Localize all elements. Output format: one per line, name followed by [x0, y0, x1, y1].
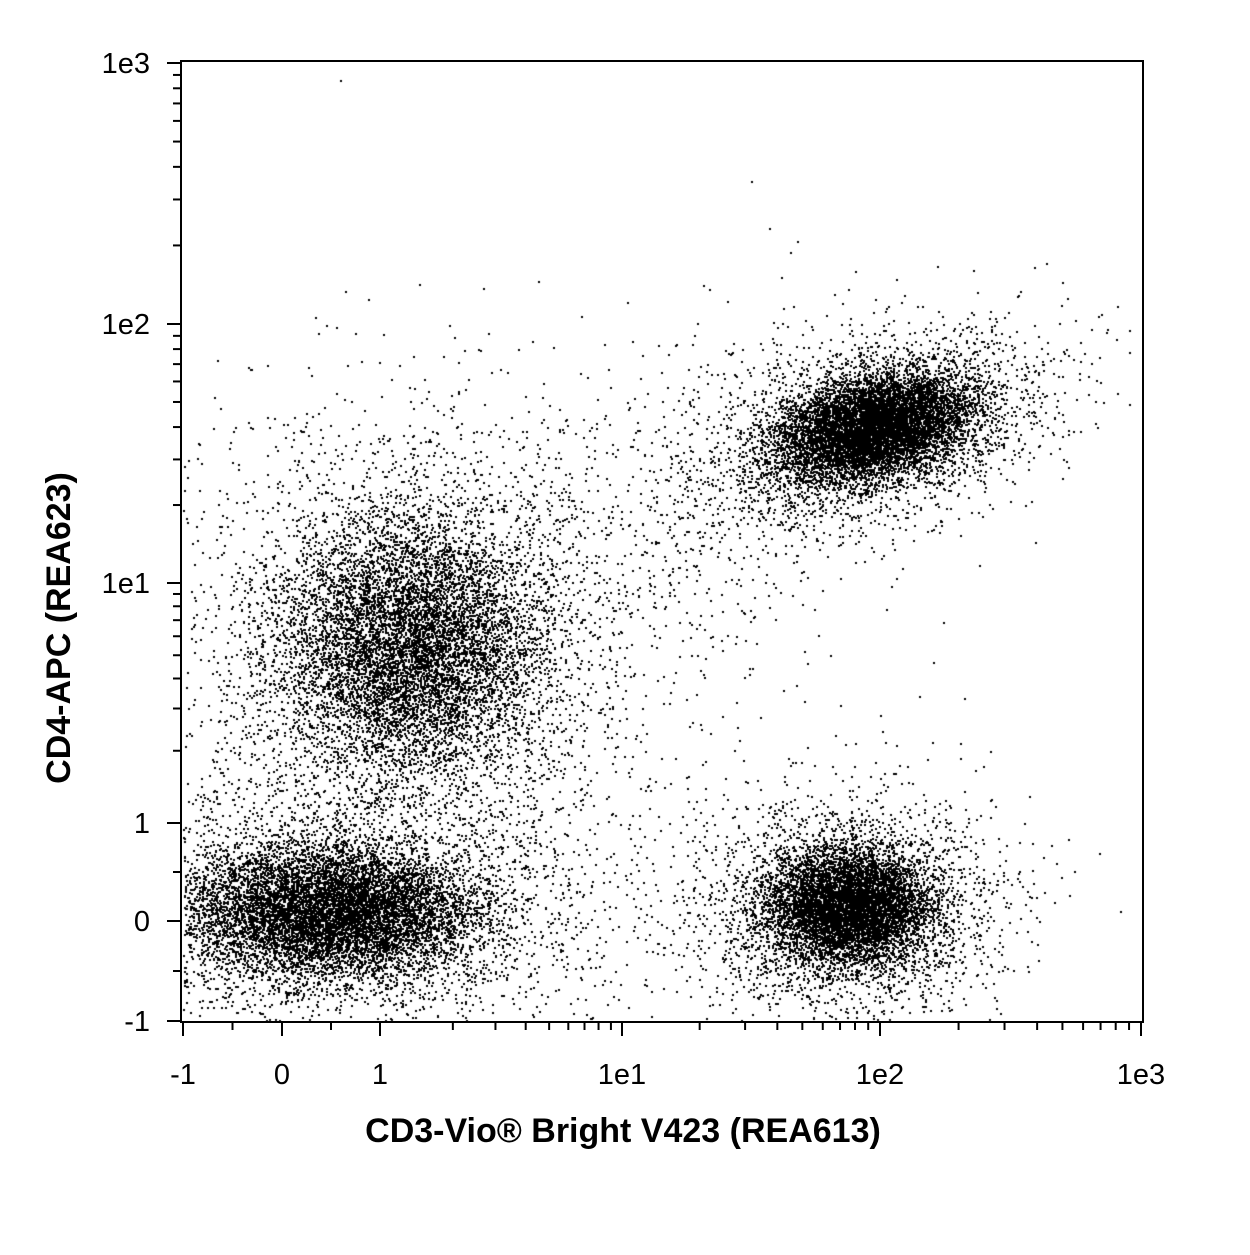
x-axis-title: CD3-Vio® Bright V423 (REA613)	[365, 1112, 881, 1150]
labels-layer: -1 0 1 1e1 1e2 1e3 -1 0 1 1e1 1e2 1e3	[102, 48, 1166, 1091]
x-tick-label: 0	[274, 1059, 290, 1091]
y-tick-label: 1e3	[102, 48, 150, 80]
x-tick-label: 1e1	[598, 1059, 646, 1091]
x-tick-label: -1	[170, 1059, 196, 1091]
y-axis-title: CD4-APC (REA623)	[40, 472, 78, 784]
y-tick-label: -1	[124, 1006, 150, 1038]
y-tick-label: 0	[134, 906, 150, 938]
x-tick-label: 1	[372, 1059, 388, 1091]
y-tick-label: 1	[134, 808, 150, 840]
ticks-layer	[167, 62, 1142, 1036]
y-tick-label: 1e1	[102, 568, 150, 600]
x-tick-label: 1e2	[856, 1059, 904, 1091]
y-tick-label: 1e2	[102, 309, 150, 341]
plot-frame	[180, 60, 1144, 1023]
x-tick-label: 1e3	[1117, 1059, 1165, 1091]
